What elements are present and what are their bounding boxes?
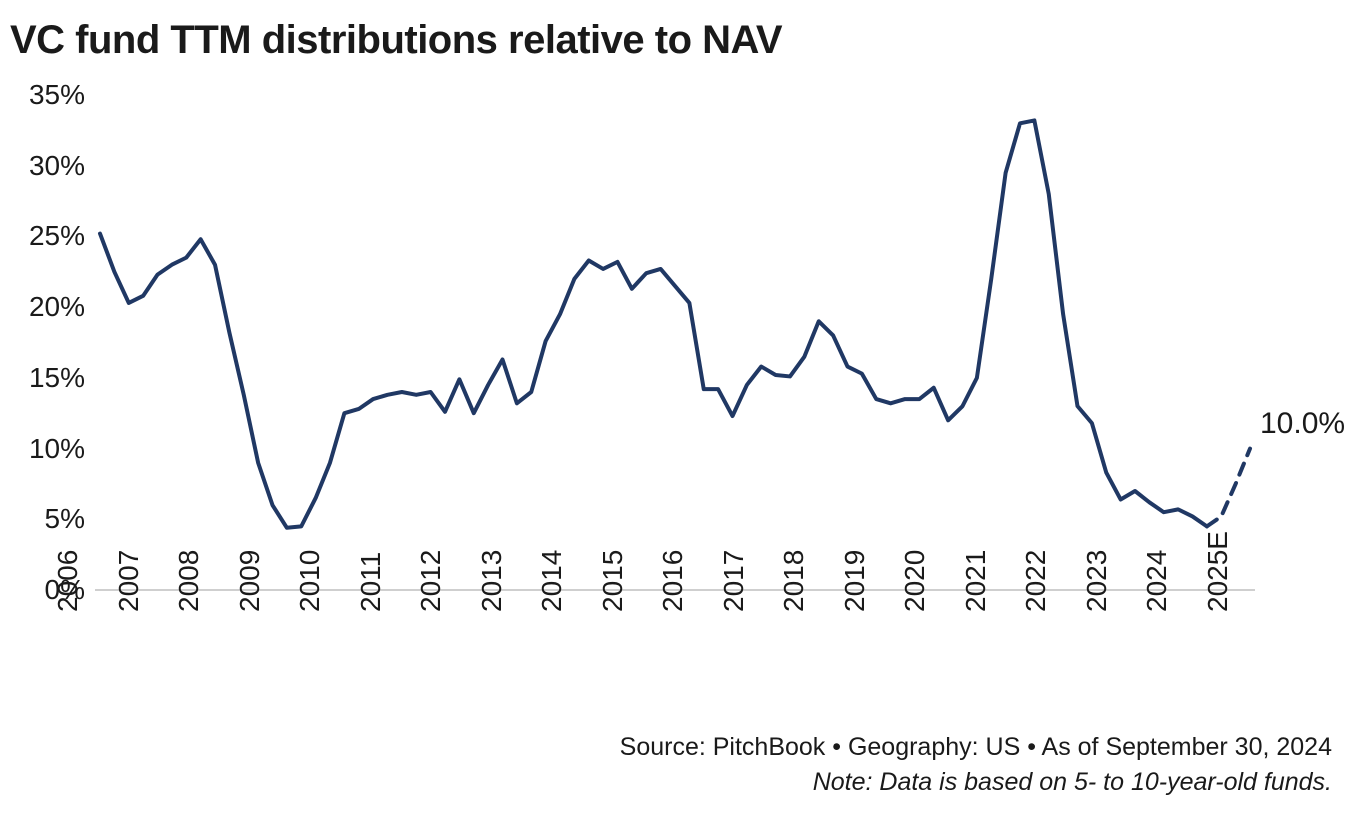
x-tick-label: 2006 [52,550,84,612]
x-tick-label: 2013 [476,550,508,612]
plot-area [95,90,1255,600]
x-tick-label: 2015 [597,550,629,612]
chart-footer: Source: PitchBook • Geography: US • As o… [620,730,1332,800]
forecast-series-line [1207,449,1250,527]
x-tick-label: 2019 [839,550,871,612]
x-tick-label: 2009 [234,550,266,612]
chart-container: VC fund TTM distributions relative to NA… [0,0,1362,836]
y-tick-label: 20% [0,291,85,323]
y-tick-label: 25% [0,220,85,252]
x-tick-label: 2022 [1020,550,1052,612]
x-tick-label: 2024 [1141,550,1173,612]
y-tick-label: 10% [0,433,85,465]
x-tick-label: 2010 [294,550,326,612]
x-tick-label: 2018 [778,550,810,612]
y-tick-label: 5% [0,503,85,535]
x-tick-label: 2008 [173,550,205,612]
x-tick-label: 2014 [536,550,568,612]
y-tick-label: 35% [0,79,85,111]
line-chart-svg [95,90,1255,600]
x-tick-label: 2021 [960,550,992,612]
x-tick-label: 2023 [1081,550,1113,612]
chart-title: VC fund TTM distributions relative to NA… [10,18,782,63]
x-tick-label: 2025E [1202,531,1234,612]
x-tick-label: 2007 [113,550,145,612]
main-series-line [100,120,1207,527]
x-tick-label: 2012 [415,550,447,612]
y-tick-label: 30% [0,150,85,182]
series-end-label: 10.0% [1260,407,1345,441]
footer-note: Note: Data is based on 5- to 10-year-old… [620,765,1332,800]
x-tick-label: 2020 [899,550,931,612]
y-tick-label: 15% [0,362,85,394]
x-tick-label: 2011 [355,552,387,612]
x-tick-label: 2017 [718,550,750,612]
footer-source: Source: PitchBook • Geography: US • As o… [620,730,1332,765]
x-tick-label: 2016 [657,550,689,612]
